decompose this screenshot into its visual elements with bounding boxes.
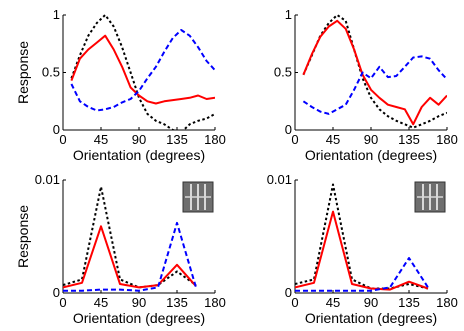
- x-axis-label: Orientation (degrees): [305, 310, 437, 326]
- x-tick-label: 135: [166, 132, 188, 147]
- series-line-dotted: [295, 183, 429, 290]
- series-line-solid: [63, 225, 197, 289]
- x-axis-label: Orientation (degrees): [305, 147, 437, 163]
- y-tick-label: 0.5: [42, 65, 60, 80]
- x-tick-label: 90: [364, 295, 378, 310]
- series-line-dashed: [302, 55, 447, 115]
- chart-panel-4: 0 45 90 135 180 0 0.01 Orientation (degrees): [267, 172, 458, 326]
- series-line-solid: [302, 19, 447, 126]
- chart-panel-2: 0 45 90 135 180 0 0.5 1 Orientation (degrees): [274, 7, 458, 163]
- series-line-solid: [295, 210, 429, 291]
- x-axis-label: Orientation (degrees): [73, 310, 205, 326]
- x-tick-label: 90: [132, 295, 146, 310]
- series-line-dashed: [63, 221, 197, 292]
- x-tick-label: 0: [59, 132, 66, 147]
- x-tick-label: 0: [291, 132, 298, 147]
- x-tick-label: 0: [291, 295, 298, 310]
- series-line-dotted: [70, 14, 215, 130]
- x-tick-label: 90: [364, 132, 378, 147]
- y-tick-label: 1: [285, 7, 292, 22]
- y-axis-label: Response: [15, 41, 31, 104]
- y-tick-label: 0.01: [35, 172, 60, 187]
- y-tick-label: 0: [53, 285, 60, 300]
- chart-panel-3: 0 45 90 135 180 0 0.01 Orientation (degrees) Res…: [15, 172, 226, 326]
- x-tick-label: 180: [436, 132, 458, 147]
- x-tick-label: 45: [326, 132, 340, 147]
- series-line-dashed: [295, 257, 429, 292]
- x-tick-label: 180: [204, 132, 226, 147]
- x-tick-label: 0: [59, 295, 66, 310]
- y-tick-label: 0: [285, 285, 292, 300]
- y-tick-label: 0: [285, 122, 292, 137]
- x-tick-label: 180: [436, 295, 458, 310]
- y-tick-label: 0.01: [267, 172, 292, 187]
- x-tick-label: 180: [204, 295, 226, 310]
- x-tick-label: 135: [166, 295, 188, 310]
- y-axis-label: Response: [15, 205, 31, 268]
- series-line-dotted: [63, 185, 197, 289]
- x-tick-label: 135: [398, 295, 420, 310]
- series-line-dotted: [302, 14, 447, 129]
- x-tick-label: 90: [132, 132, 146, 147]
- x-tick-label: 45: [326, 295, 340, 310]
- y-tick-label: 1: [53, 7, 60, 22]
- x-tick-label: 135: [398, 132, 420, 147]
- y-tick-label: 0: [53, 122, 60, 137]
- series-line-solid: [70, 34, 215, 105]
- y-tick-label: 0.5: [274, 65, 292, 80]
- x-axis-label: Orientation (degrees): [73, 147, 205, 163]
- x-tick-label: 45: [94, 132, 108, 147]
- x-tick-label: 45: [94, 295, 108, 310]
- grating-icon: [414, 181, 446, 213]
- grating-icon: [182, 181, 214, 213]
- chart-panel-1: 0 45 90 135 180 0 0.5 1 Orientation (degrees) Res…: [15, 7, 226, 163]
